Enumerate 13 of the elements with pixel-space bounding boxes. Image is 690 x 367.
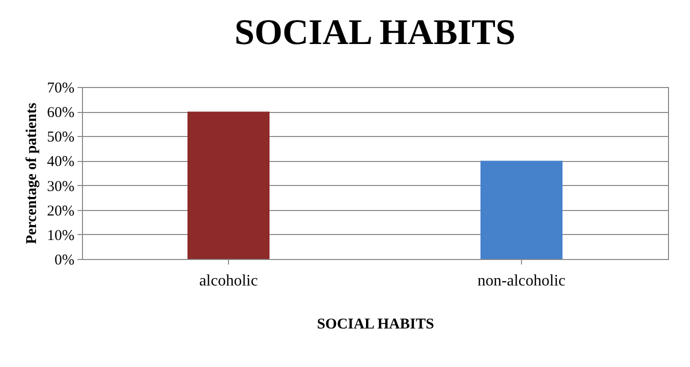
chart-title: SOCIAL HABITS [234,12,516,52]
y-tick-label: 70% [47,80,74,96]
y-tick-label: 0% [54,252,74,268]
x-axis-title: SOCIAL HABITS [316,316,434,332]
y-tick-label: 60% [47,105,74,122]
y-tick-label: 50% [47,130,74,146]
y-tick-label: 10% [47,228,74,244]
x-tick-label: alcoholic [199,272,258,290]
y-tick-label: 30% [47,178,74,195]
y-tick-label: 40% [47,154,74,170]
y-tick-label: 20% [47,203,74,220]
x-tick-label: non-alcoholic [478,272,566,290]
y-axis-title: Percentage of patients [24,102,40,244]
